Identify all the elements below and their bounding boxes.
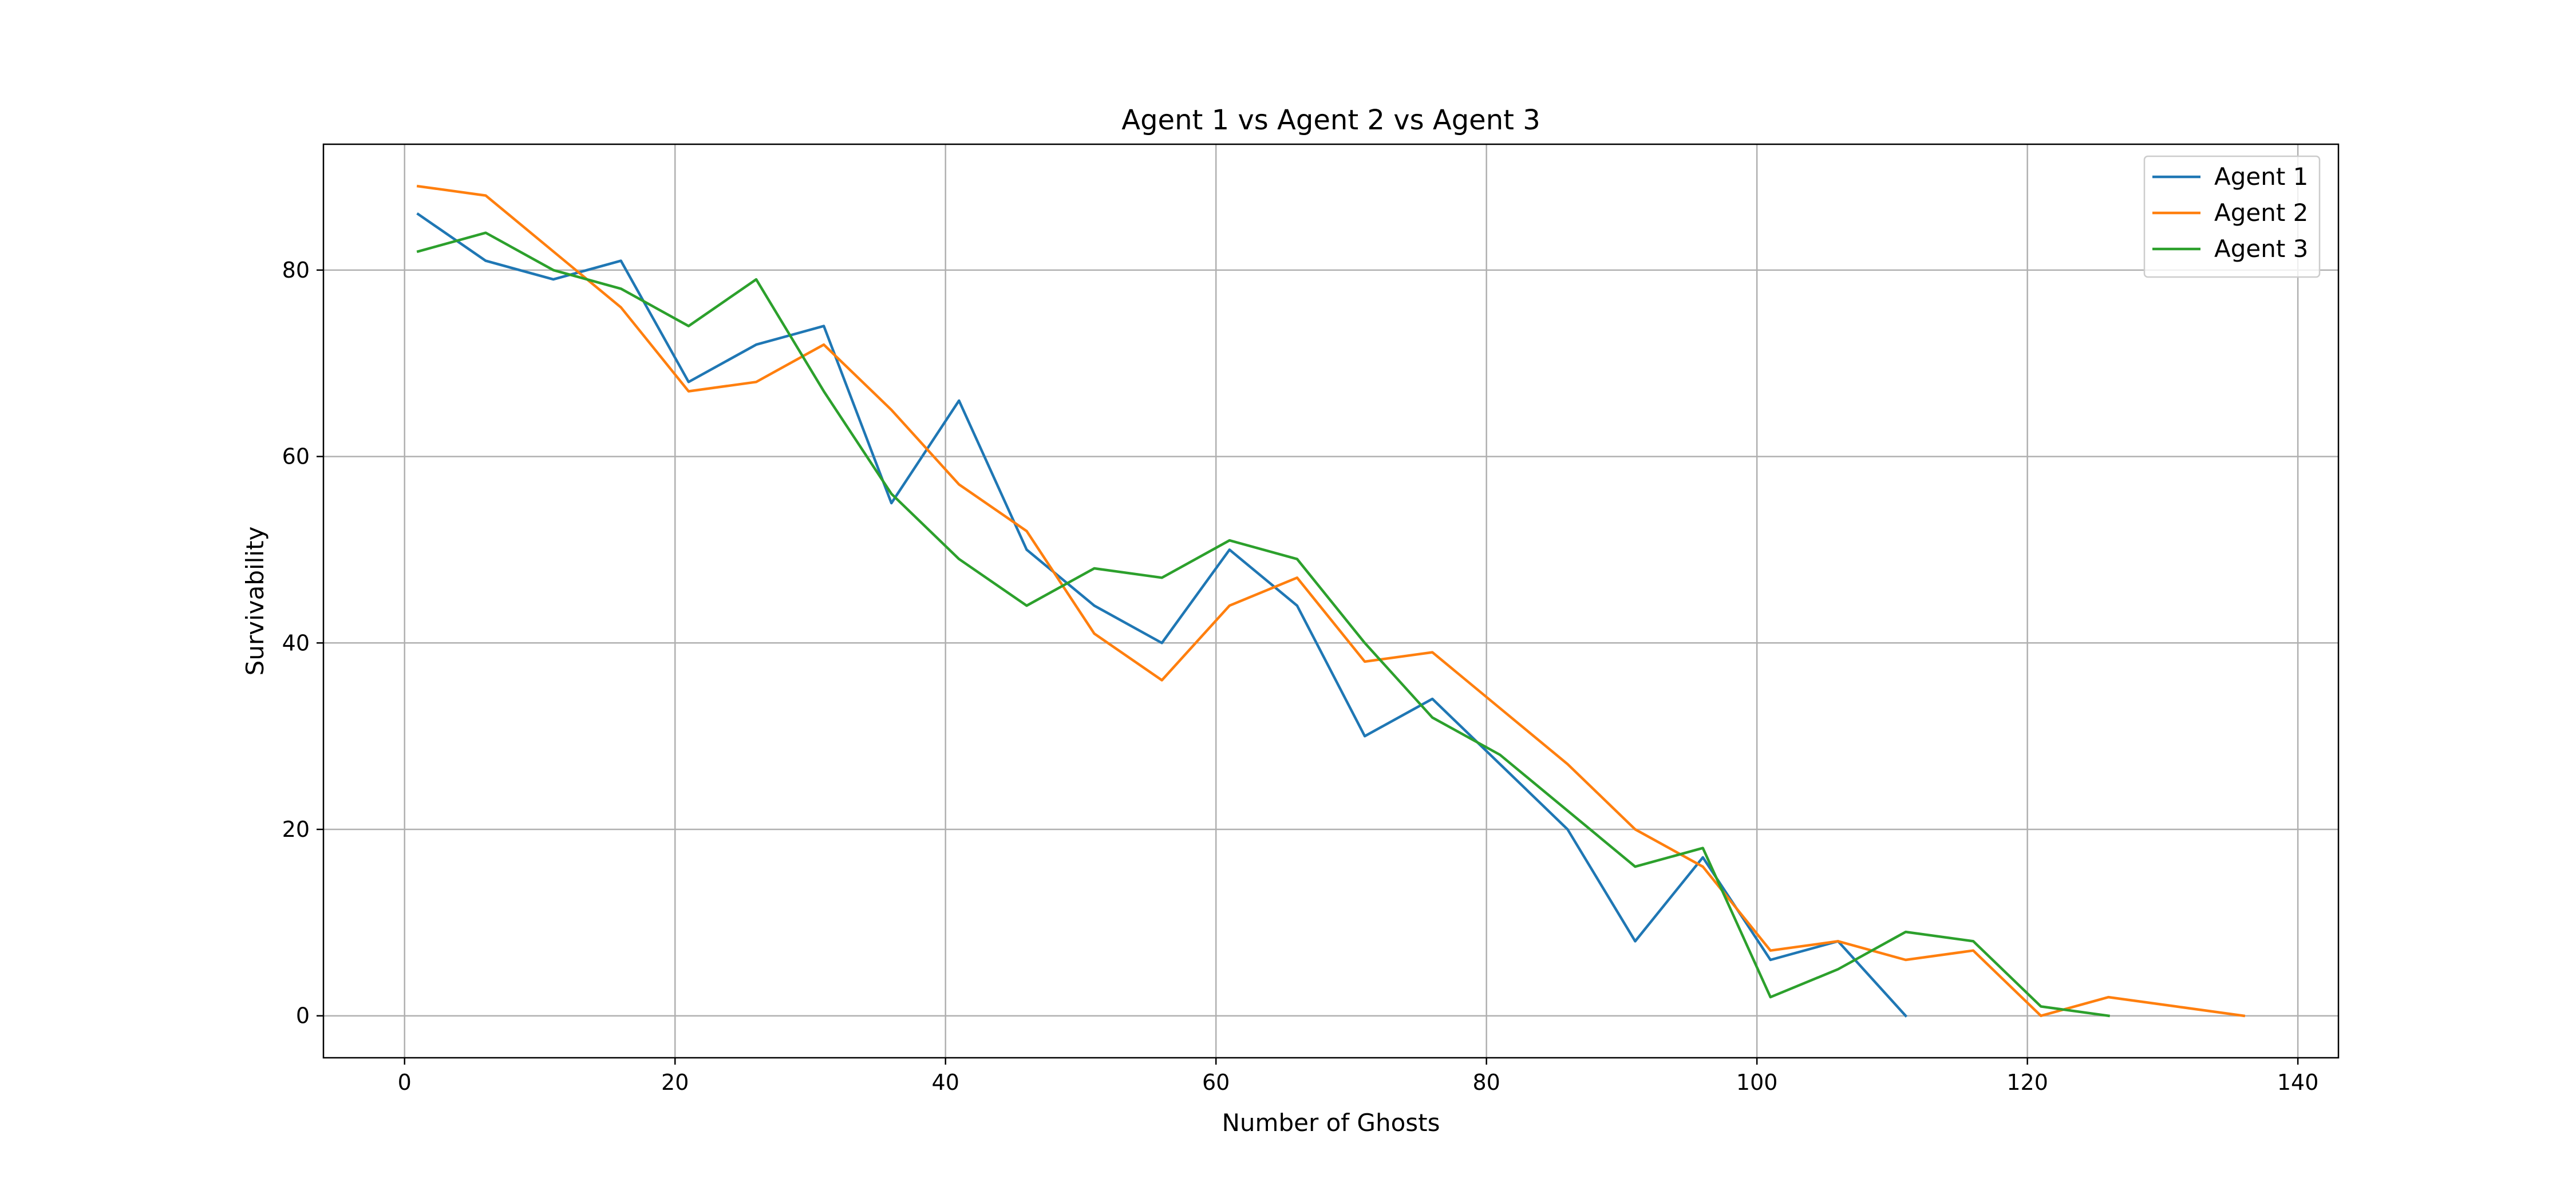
y-tick-label: 80: [282, 258, 310, 283]
series-line-agent-3: [416, 231, 2110, 1018]
x-tick-label: 40: [932, 1070, 959, 1095]
legend-label: Agent 2: [2214, 199, 2308, 227]
x-tick-label: 140: [2277, 1070, 2319, 1095]
series-line-agent-1: [416, 212, 1908, 1018]
chart-title: Agent 1 vs Agent 2 vs Agent 3: [1121, 104, 1540, 136]
y-axis-label: Survivability: [241, 527, 269, 676]
y-tick-label: 40: [282, 630, 310, 655]
y-tick-label: 20: [282, 817, 310, 842]
series-layer: [416, 184, 2246, 1018]
x-axis-label: Number of Ghosts: [1222, 1109, 1440, 1137]
x-tick-label: 0: [398, 1070, 412, 1095]
grid-lines: [323, 144, 2338, 1058]
x-tick-label: 80: [1472, 1070, 1500, 1095]
x-tick-label: 60: [1202, 1070, 1230, 1095]
legend-box: [2143, 155, 2321, 278]
x-axis-ticks: 0 20 40 60 80 100 120 140: [398, 1058, 2319, 1095]
legend: Agent 1 Agent 2 Agent 3: [2143, 155, 2321, 278]
legend-label: Agent 1: [2214, 163, 2308, 191]
x-tick-label: 20: [661, 1070, 689, 1095]
plot-frame: [322, 143, 2340, 1059]
x-tick-label: 120: [2006, 1070, 2048, 1095]
y-tick-label: 0: [296, 1003, 310, 1029]
y-tick-label: 60: [282, 444, 310, 469]
y-axis-ticks: 0 20 40 60 80: [282, 258, 323, 1029]
series-line-agent-2: [416, 184, 2246, 1018]
x-tick-label: 100: [1736, 1070, 1778, 1095]
legend-label: Agent 3: [2214, 235, 2308, 263]
